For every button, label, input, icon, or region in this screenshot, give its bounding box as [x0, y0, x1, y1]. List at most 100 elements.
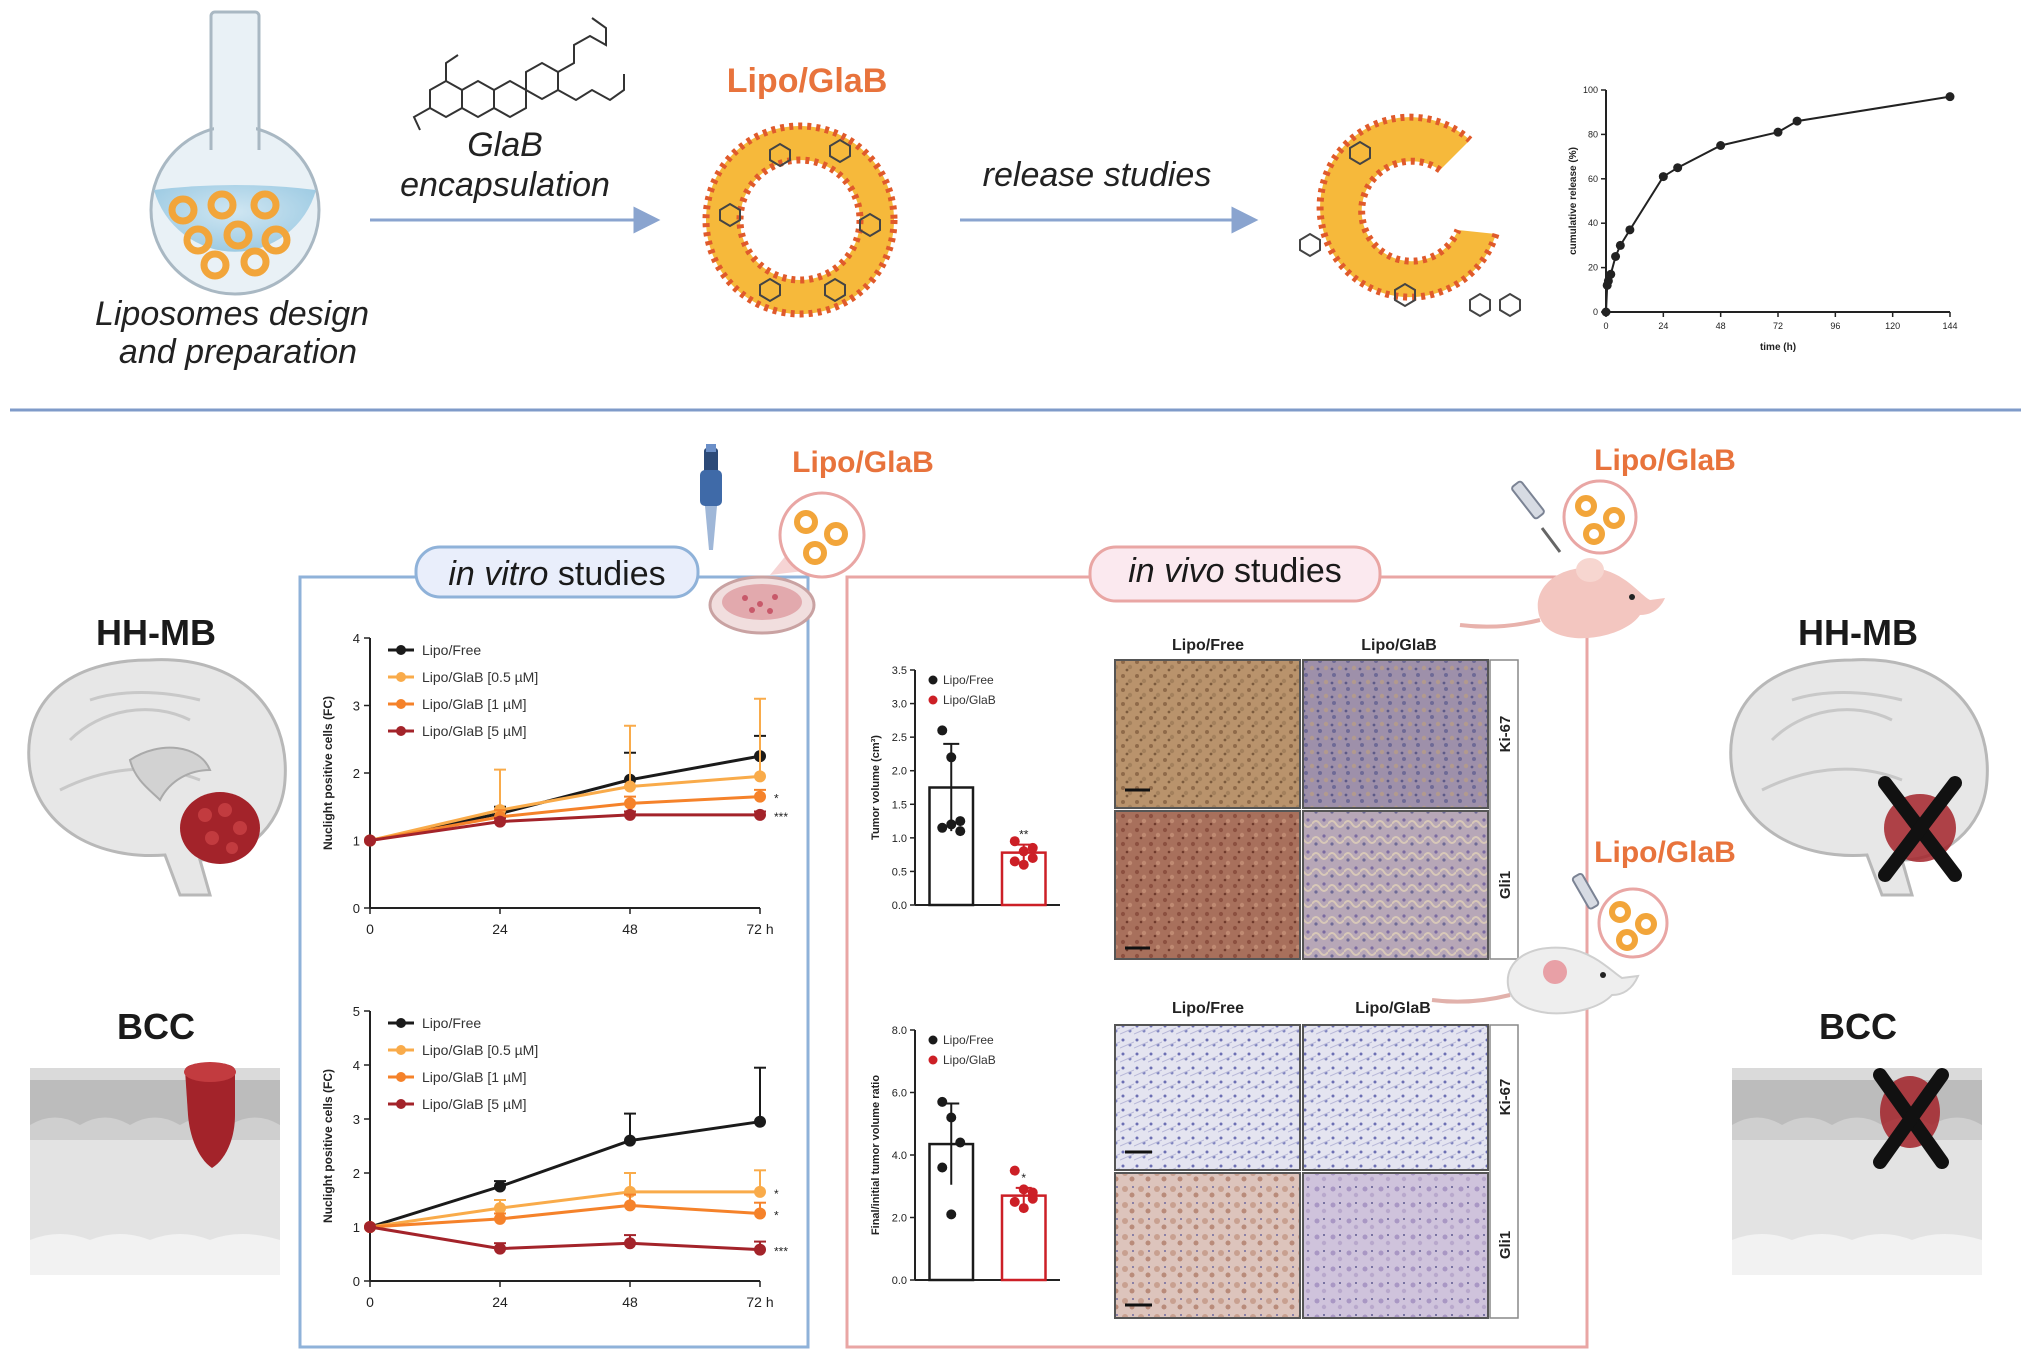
vitro-bottom-legend-label: Lipo/Free [422, 1015, 481, 1031]
vitro-top-legend-marker [396, 672, 406, 682]
vitro-bottom-data-point [494, 1212, 506, 1225]
release-x-tick-label: 96 [1830, 321, 1840, 331]
vivo-bottom-y-tick-label: 2.0 [892, 1213, 907, 1225]
vitro-top-y-tick-label: 4 [353, 631, 360, 646]
vitro-bottom-legend-marker [396, 1072, 406, 1082]
in-vitro-studies-text: studies [548, 555, 665, 593]
release-data-point [1945, 92, 1955, 102]
vitro-bottom-series-line [369, 1120, 761, 1229]
vitro-bottom-data-point [494, 1242, 506, 1255]
vivo-top-y-tick-label: 2.0 [892, 766, 907, 778]
vitro-top-significance-label: *** [774, 810, 788, 824]
vivo-top-data-point [1027, 842, 1038, 853]
histo-bottom-gli1-free [1114, 1172, 1301, 1319]
histo-bottom-ki67-label: Ki-67 [1497, 1079, 1514, 1116]
vitro-top-legend-marker [396, 726, 406, 736]
histo-bottom-ki67-free [1114, 1024, 1301, 1171]
release-x-tick-label: 144 [1942, 321, 1957, 331]
vitro-top-data-point [494, 815, 506, 828]
svg-text:in vitro studies: in vitro studies [448, 555, 665, 593]
release-data-point [1716, 141, 1726, 150]
vitro-bottom-y-tick-label: 0 [353, 1274, 360, 1289]
hh-mb-right-group: HH-MB [1729, 612, 1989, 897]
vivo-bottom-y-axis-label: Final/initial tumor volume ratio [870, 1075, 882, 1235]
vivo-bottom-data-point [1018, 1203, 1029, 1214]
vitro-top-data-point [624, 808, 636, 821]
encap-label-line2: encapsulation [400, 166, 610, 204]
vitro-bottom-data-point [754, 1185, 766, 1198]
vitro-top-data-point [624, 780, 636, 793]
vitro-bottom-x-tick-label: 72 h [746, 1294, 773, 1310]
vitro-top-legend-label: Lipo/GlaB [0.5 µM] [422, 669, 538, 685]
histology-block-bottom: Lipo/Free Lipo/GlaB Ki-67 Gli1 [1114, 1000, 1519, 1319]
in-vitro-chart-top: 0 1 2 3 4 0 24 48 72 h Nuclight positive cells (F… [321, 631, 788, 937]
release-data-point [1673, 163, 1683, 173]
lipo-glab-invivo-bottom-label: Lipo/GlaB [1594, 836, 1736, 869]
histology-block-top: Lipo/Free Lipo/GlaB Ki-67 Gli1 [1114, 637, 1519, 960]
vitro-bottom-data-point [494, 1180, 506, 1193]
vitro-top-legend-label: Lipo/GlaB [5 µM] [422, 723, 527, 739]
vitro-top-y-tick-label: 0 [353, 901, 360, 916]
vitro-bottom-data-point [494, 1202, 506, 1215]
vivo-bottom-data-point [1009, 1196, 1020, 1207]
vitro-bottom-x-tick-label: 24 [492, 1294, 508, 1310]
vitro-bottom-y-axis-label: Nuclight positive cells (FC) [321, 1069, 335, 1223]
vitro-bottom-legend-marker [396, 1099, 406, 1109]
release-x-tick-label: 24 [1658, 321, 1668, 331]
in-vitro-chart-bottom: 0 1 2 3 4 5 0 24 48 72 h Nuclight positive cells (… [321, 1004, 788, 1310]
vitro-bottom-y-tick-label: 2 [353, 1166, 360, 1181]
in-vivo-studies-text: studies [1225, 552, 1342, 590]
vitro-bottom-y-tick-label: 1 [353, 1220, 360, 1235]
vivo-top-data-point [1009, 836, 1020, 847]
vivo-top-legend-marker [928, 675, 938, 685]
release-y-tick-label: 80 [1588, 129, 1598, 139]
histo-top-gli1-free [1114, 810, 1301, 960]
broken-liposome-icon [1299, 113, 1521, 318]
lipo-glab-invivo-top-label: Lipo/GlaB [1594, 444, 1736, 477]
vivo-bottom-legend-marker [928, 1035, 938, 1045]
vitro-top-y-tick-label: 1 [353, 834, 360, 849]
vitro-top-series-line [369, 774, 761, 842]
skin-treated-icon [1732, 1068, 1982, 1275]
release-x-axis-label: time (h) [1760, 342, 1796, 353]
histo-bottom-ki67-glab [1302, 1024, 1489, 1171]
vitro-top-legend-label: Lipo/GlaB [1 µM] [422, 696, 527, 712]
in-vivo-bar-chart-top: 0.0 0.5 1.0 1.5 2.0 2.5 3.0 3.5 Tumor volume (cm… [870, 665, 1060, 912]
vitro-top-series-line [369, 813, 760, 842]
release-x-tick-label: 0 [1603, 321, 1608, 331]
in-vitro-italic-text: in vitro [448, 555, 548, 593]
vivo-top-data-point [955, 826, 966, 837]
hh-mb-left-label: HH-MB [96, 612, 216, 653]
vivo-top-data-point [946, 819, 957, 830]
vitro-bottom-data-point [754, 1207, 766, 1220]
vivo-top-y-tick-label: 1.5 [892, 799, 907, 811]
vivo-top-data-point [955, 816, 966, 827]
bcc-left-label: BCC [117, 1006, 195, 1047]
vivo-bottom-data-point [1018, 1184, 1029, 1195]
histo-top-col1-label: Lipo/Free [1172, 637, 1244, 654]
liposome-icon [702, 122, 898, 318]
lipo-glab-invitro-label: Lipo/GlaB [792, 446, 934, 479]
histo-top-ki67-label: Ki-67 [1497, 716, 1514, 753]
cross-mark-icon [1878, 776, 1962, 882]
histo-top-ki67-glab [1302, 659, 1489, 809]
release-y-tick-label: 60 [1588, 174, 1598, 184]
vitro-bottom-series-line [369, 1225, 761, 1252]
vitro-top-x-tick-label: 48 [622, 921, 638, 937]
histo-top-gli1-glab [1302, 810, 1489, 960]
vivo-top-data-point [946, 752, 957, 763]
petri-dish-icon [708, 575, 816, 635]
vitro-bottom-legend-marker [396, 1045, 406, 1055]
vitro-bottom-data-point [624, 1199, 636, 1212]
prep-label-line1: Liposomes design [95, 295, 369, 333]
histo-top-label-box [1489, 659, 1519, 960]
brain-with-tumor-icon [27, 658, 287, 897]
release-x-tick-label: 72 [1773, 321, 1783, 331]
vitro-bottom-legend-label: Lipo/GlaB [1 µM] [422, 1069, 527, 1085]
vitro-top-y-tick-label: 3 [353, 699, 360, 714]
vitro-bottom-legend-marker [396, 1018, 406, 1028]
vitro-bottom-significance-label: * [774, 1209, 779, 1223]
lipo-glab-title: Lipo/GlaB [727, 62, 888, 100]
vitro-top-y-axis-label: Nuclight positive cells (FC) [321, 696, 335, 850]
histo-top-ki67-free [1114, 659, 1301, 809]
